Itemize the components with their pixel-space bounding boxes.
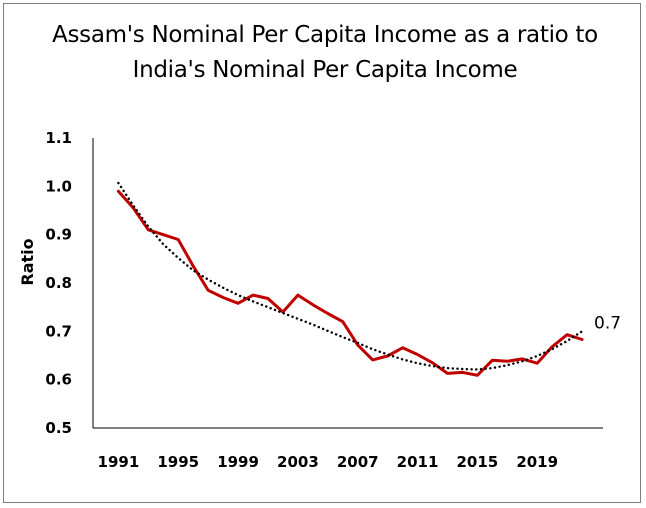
end-value-label: 0.7 (594, 313, 621, 333)
x-tick-label: 1995 (157, 453, 199, 471)
y-tick-label: 0.9 (45, 226, 72, 244)
x-tick-label: 2011 (397, 453, 439, 471)
x-tick-label: 2007 (337, 453, 379, 471)
y-tick-label: 0.7 (45, 322, 72, 340)
trend-line (117, 181, 584, 371)
y-tick-label: 1.1 (45, 129, 72, 147)
chart-frame (3, 3, 641, 503)
x-tick-label: 1991 (98, 453, 140, 471)
chart-title: Assam's Nominal Per Capita Income as a r… (52, 22, 598, 83)
y-tick-label: 0.8 (45, 274, 72, 292)
y-tick-label: 0.5 (45, 419, 72, 437)
y-tick-label: 1.0 (45, 177, 72, 195)
x-tick-label: 1999 (217, 453, 259, 471)
y-axis-label: Ratio (18, 238, 37, 285)
y-tick-labels: 0.5 0.6 0.7 0.8 0.9 1.0 1.1 (45, 129, 72, 437)
axes (92, 138, 603, 429)
x-tick-label: 2019 (516, 453, 558, 471)
x-tick-label: 2003 (277, 453, 319, 471)
annotations: 0.7 (594, 313, 621, 333)
x-tick-labels: 1991 1995 1999 2003 2007 2011 2015 2019 (98, 453, 559, 471)
y-tick-label: 0.6 (45, 371, 72, 389)
ratio-series-line (116, 189, 584, 377)
x-tick-label: 2015 (456, 453, 498, 471)
series-group (116, 181, 584, 377)
